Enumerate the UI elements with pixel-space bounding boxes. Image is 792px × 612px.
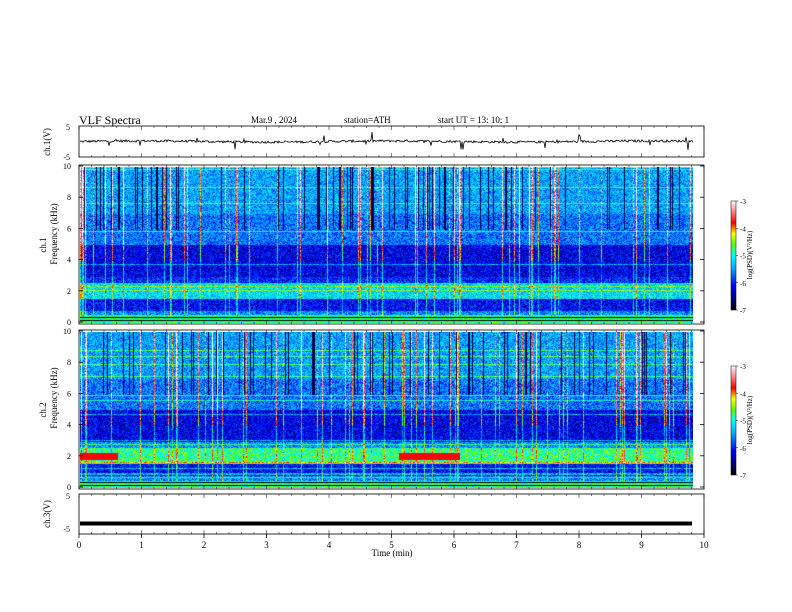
spec-ytick-label: 4 bbox=[67, 421, 71, 430]
ch2-colorbar-label: log(PSD)(V²/Hz) bbox=[746, 395, 754, 444]
start-ut-label: start UT = 13: 10: 1 bbox=[438, 115, 509, 125]
x-tick-label: 0 bbox=[77, 540, 82, 550]
ch1-ytick-bottom: -5 bbox=[63, 153, 70, 162]
ch2-spec-ylabel-top: ch.2 bbox=[38, 402, 48, 417]
time-axis: 0 1 2 3 4 5 6 7 8 9 10 bbox=[77, 126, 709, 550]
ch1-spec-ylabel-top: ch.1 bbox=[38, 237, 48, 252]
ch2-spec-image-holder bbox=[80, 332, 693, 488]
ch2-colorbar: -3 -4 -5 -6 -7 log(PSD)(V²/Hz) bbox=[730, 363, 754, 480]
ch3-wave-ylabel: ch.3(V) bbox=[42, 500, 52, 528]
spec-ytick-label: 4 bbox=[67, 256, 71, 265]
x-tick-label: 8 bbox=[577, 540, 582, 550]
spec-ytick-label: 8 bbox=[67, 358, 71, 367]
spec-ytick-label: 8 bbox=[67, 193, 71, 202]
ch1-spec-yticks: 0 2 4 6 8 10 bbox=[63, 162, 704, 327]
ch3-waveform-line bbox=[80, 521, 692, 526]
ch2-spec-ylabel: Frequency (kHz) bbox=[49, 367, 59, 428]
x-tick-label: 5 bbox=[389, 540, 394, 550]
colorbar-tick-label: -6 bbox=[740, 445, 746, 453]
spec-ytick-label: 6 bbox=[67, 389, 71, 398]
x-tick-label: 2 bbox=[202, 540, 207, 550]
ch1-colorbar-ticks: -3 -4 -5 -6 -7 bbox=[736, 198, 746, 315]
colorbar-tick-label: -5 bbox=[740, 418, 746, 426]
station-label: station=ATH bbox=[344, 115, 391, 125]
colorbar-tick-label: -7 bbox=[740, 307, 746, 315]
spec-ytick-label: 10 bbox=[63, 327, 71, 336]
colorbar-tick-label: -7 bbox=[740, 472, 746, 480]
ch2-colorbar-ticks: -3 -4 -5 -6 -7 bbox=[736, 363, 746, 480]
ch1-spectrogram-panel: 0 2 4 6 8 10 ch.1 Frequency (kHz) bbox=[38, 162, 705, 327]
x-tick-label: 9 bbox=[639, 540, 644, 550]
ch1-spectrogram-image bbox=[80, 167, 693, 323]
ch1-waveform-line bbox=[79, 131, 694, 151]
x-tick-label: 3 bbox=[264, 540, 269, 550]
x-tick-label: 1 bbox=[139, 540, 144, 550]
ch1-colorbar-label: log(PSD)(V²/Hz) bbox=[746, 230, 754, 279]
x-tick-label: 7 bbox=[514, 540, 519, 550]
ch3-waveform-frame bbox=[78, 493, 705, 535]
ch1-ytick-top: 5 bbox=[66, 123, 70, 132]
ch1-wave-ylabel: ch.1(V) bbox=[42, 128, 52, 156]
x-tick-label: 10 bbox=[700, 540, 710, 550]
colorbar-tick-label: -4 bbox=[740, 390, 746, 398]
x-tick-label: 4 bbox=[327, 540, 332, 550]
colorbar-tick-label: -3 bbox=[740, 363, 746, 371]
colorbar-tick-label: -6 bbox=[740, 280, 746, 288]
spec-ytick-label: 0 bbox=[67, 483, 71, 492]
x-tick-label: 6 bbox=[452, 540, 457, 550]
date-label: Mar.9 , 2024 bbox=[251, 115, 297, 125]
colorbar-tick-label: -5 bbox=[740, 253, 746, 261]
spec-ytick-label: 6 bbox=[67, 224, 71, 233]
ch3-ytick-top: 5 bbox=[66, 492, 70, 501]
spec-ytick-label: 2 bbox=[67, 452, 71, 461]
ch1-spec-ylabel: Frequency (kHz) bbox=[49, 203, 59, 264]
colorbar-tick-label: -4 bbox=[740, 225, 746, 233]
colorbar-tick-label: -3 bbox=[740, 198, 746, 206]
ch2-spectrogram-panel: 0 2 4 6 8 10 ch.2 Frequency (kHz) bbox=[38, 327, 705, 492]
ch2-spectrogram-image bbox=[80, 332, 693, 488]
ch1-colorbar-fill bbox=[730, 200, 737, 311]
ch2-spec-yticks: 0 2 4 6 8 10 bbox=[63, 327, 704, 492]
spec-ytick-label: 10 bbox=[63, 162, 71, 171]
figure-title: VLF Spectra bbox=[79, 113, 141, 127]
ch3-waveform-panel: 5 -5 ch.3(V) bbox=[42, 492, 705, 535]
x-axis-label: Time (min) bbox=[372, 548, 413, 558]
spec-ytick-label: 0 bbox=[67, 318, 71, 327]
ch1-colorbar: -3 -4 -5 -6 -7 log(PSD)(V²/Hz) bbox=[730, 198, 754, 315]
ch3-ytick-bottom: -5 bbox=[63, 525, 70, 534]
spec-ytick-label: 2 bbox=[67, 287, 71, 296]
ch2-colorbar-fill bbox=[730, 365, 737, 476]
ch1-spec-image-holder bbox=[80, 167, 693, 323]
